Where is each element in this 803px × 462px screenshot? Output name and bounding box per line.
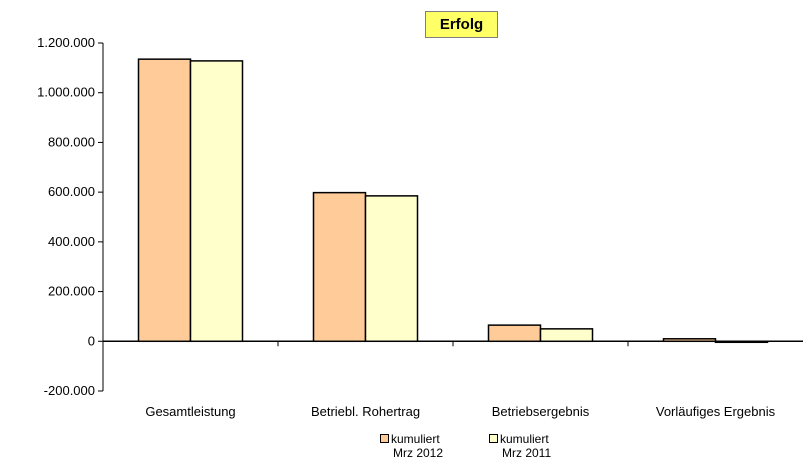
x-tick-label: Betriebl. Rohertrag: [311, 404, 420, 419]
legend-label-2011-line2: Mrz 2011: [502, 446, 552, 460]
bar-2011-4: [714, 340, 769, 344]
bar-2012-1: [137, 58, 192, 343]
bar-2011-2: [364, 195, 419, 343]
legend-label-2012-line2: Mrz 2012: [393, 446, 444, 460]
y-tick-label: 1.000.000: [37, 85, 95, 100]
y-tick-label: -200.000: [44, 383, 95, 398]
legend-label-2011-line1: kumuliert: [500, 432, 549, 446]
y-tick-label: 200.000: [48, 284, 95, 299]
legend-item-2012: kumuliert Mrz 2012: [380, 432, 443, 460]
x-tick-label: Gesamtleistung: [145, 404, 235, 419]
legend-swatch-2011: [489, 434, 498, 444]
bar-2012-2: [312, 191, 367, 343]
y-tick-label: 800.000: [48, 134, 95, 149]
legend-swatch-2012: [380, 434, 389, 444]
x-tick-label: Vorläufiges Ergebnis: [656, 404, 776, 419]
bar-2012-4: [662, 338, 717, 343]
y-tick-label: 600.000: [48, 184, 95, 199]
y-tick-label: 1.200.000: [37, 35, 95, 50]
legend-label-2012-line1: kumuliert: [391, 432, 440, 446]
plot-area: -200.000 0 200.000 400.000 600.000 800.000 1.0…: [37, 35, 803, 419]
bar-2012-3: [487, 324, 542, 343]
bar-2011-1: [189, 60, 244, 343]
x-tick-label: Betriebsergebnis: [492, 404, 590, 419]
y-tick-label: 400.000: [48, 234, 95, 249]
chart-title: Erfolg: [425, 11, 498, 38]
bar-2011-3: [539, 328, 594, 343]
y-tick-label: 0: [88, 333, 95, 348]
legend-item-2011: kumuliert Mrz 2011: [489, 432, 551, 460]
